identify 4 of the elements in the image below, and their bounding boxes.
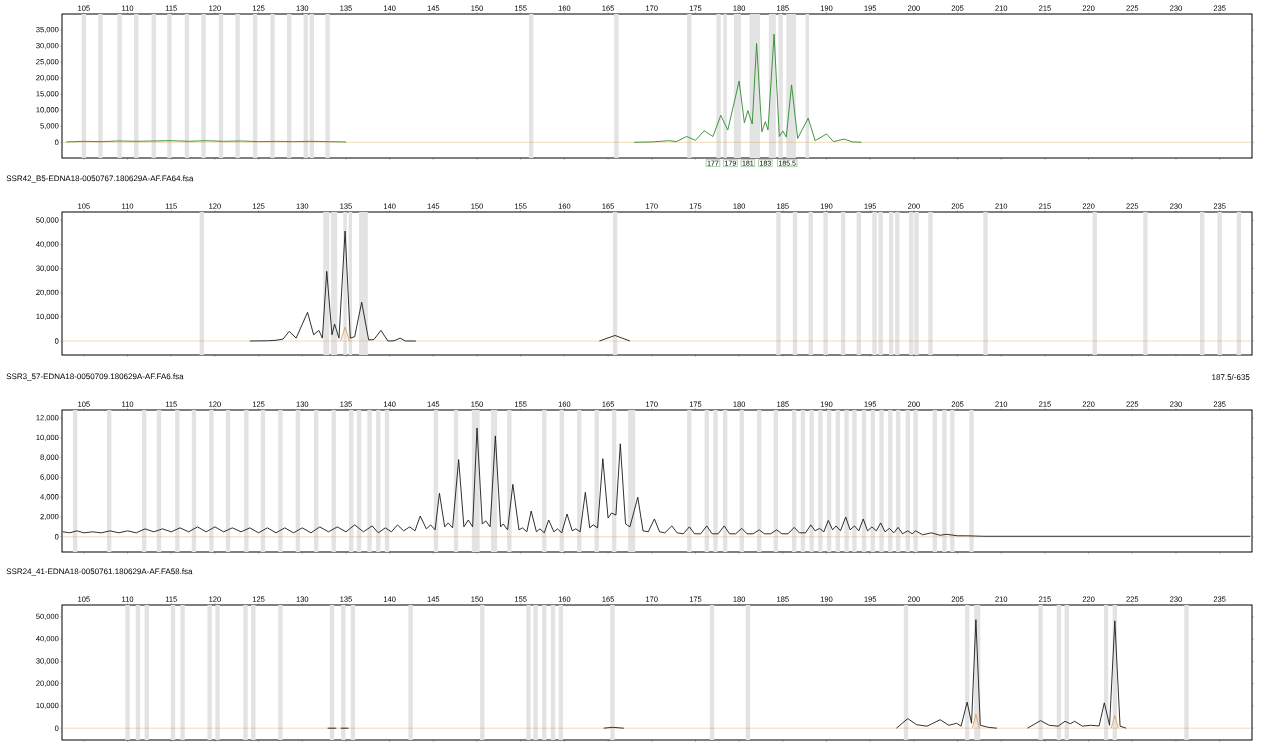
chart-title: SSR3_57-EDNA18-0050709.180629A-AF.FA6.fsa xyxy=(6,373,184,381)
chart-title: SSR42_B5-EDNA18-0050767.180629A-AF.FA64.fsa xyxy=(6,175,194,183)
chart-title: SSR24_41-EDNA18-0050761.180629A-AF.FA58.fsa xyxy=(6,568,193,576)
text: 187.5/-635 xyxy=(1212,374,1250,380)
